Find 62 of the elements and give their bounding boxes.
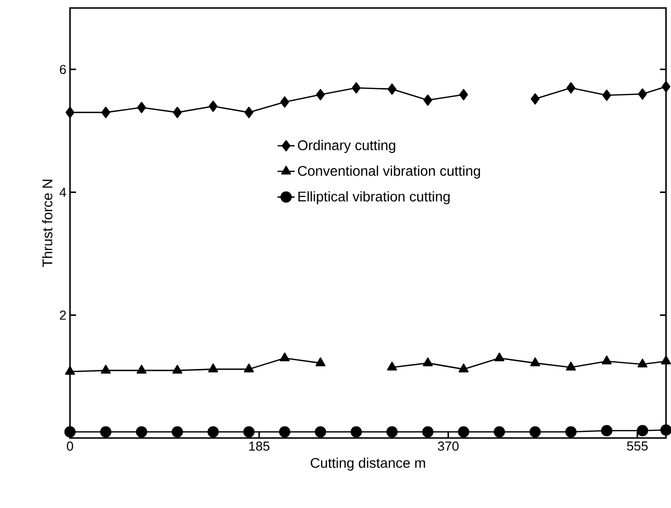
- legend-label: Elliptical vibration cutting: [298, 191, 450, 204]
- point: [100, 426, 112, 438]
- point: [208, 100, 218, 112]
- y-axis-title: Thrust force N: [42, 180, 52, 268]
- point: [136, 364, 147, 374]
- point: [494, 426, 506, 438]
- point: [602, 90, 612, 101]
- y-tick-label: 2: [60, 310, 66, 320]
- point: [172, 364, 182, 374]
- point: [208, 364, 218, 372]
- point: [566, 362, 576, 371]
- point: [423, 94, 432, 106]
- x-tick-label: 555: [627, 442, 648, 451]
- point: [136, 426, 148, 438]
- point: [100, 364, 111, 374]
- x-tick-label: 370: [438, 442, 459, 451]
- point: [662, 80, 670, 92]
- legend-label: Conventional vibration cutting: [298, 166, 480, 179]
- point: [566, 82, 576, 94]
- point: [314, 426, 326, 438]
- point: [65, 366, 75, 375]
- point: [565, 426, 577, 438]
- point: [638, 88, 647, 100]
- point: [64, 426, 76, 438]
- point: [388, 83, 396, 95]
- point: [602, 356, 612, 364]
- point: [243, 426, 255, 438]
- point: [422, 426, 434, 438]
- point: [638, 358, 648, 368]
- point: [387, 362, 398, 371]
- point: [280, 96, 290, 108]
- point: [66, 106, 74, 118]
- x-axis-title: Cutting distance m: [310, 458, 426, 471]
- point: [636, 424, 648, 436]
- point: [207, 426, 219, 438]
- point: [172, 106, 182, 118]
- point: [315, 357, 326, 366]
- point: [279, 426, 290, 438]
- point: [386, 426, 398, 438]
- point: [530, 426, 541, 438]
- x-tick-label: 185: [249, 442, 270, 451]
- point: [350, 426, 362, 438]
- x-tick-label: 0: [66, 442, 74, 451]
- point: [601, 424, 612, 436]
- y-tick-label: 4: [60, 188, 66, 197]
- point: [137, 102, 146, 114]
- legend-label: Ordinary cutting: [298, 140, 396, 153]
- point: [530, 357, 540, 366]
- point: [494, 352, 504, 362]
- point: [530, 93, 540, 105]
- point: [422, 357, 433, 366]
- point: [459, 88, 468, 100]
- y-tick-label: 6: [60, 64, 66, 74]
- point: [244, 106, 254, 118]
- point: [172, 426, 183, 438]
- point: [352, 82, 361, 94]
- point: [244, 364, 254, 372]
- point: [280, 352, 290, 362]
- point: [101, 106, 110, 118]
- point: [458, 364, 469, 372]
- point: [316, 88, 325, 100]
- point: [458, 426, 470, 438]
